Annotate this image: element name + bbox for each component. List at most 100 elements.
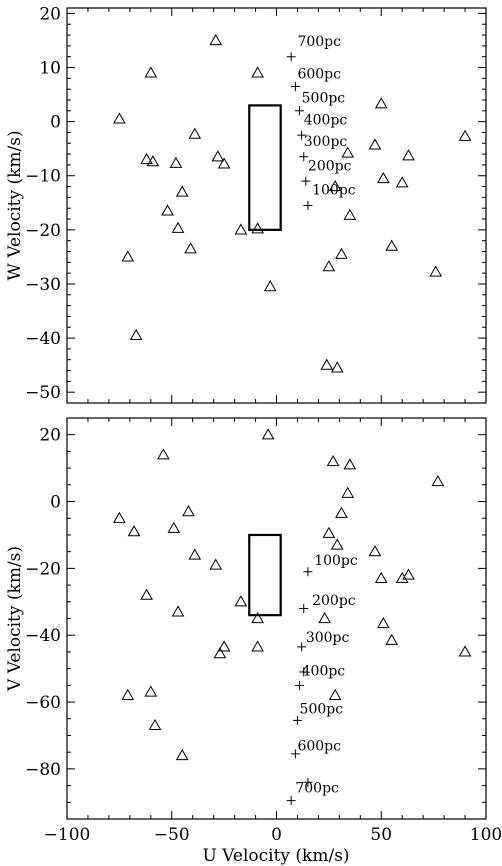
- v-panel-region-box: [248, 533, 282, 617]
- w-panel-y-tick-label: −30: [25, 275, 61, 295]
- v-panel-x-tick-label: −50: [154, 825, 190, 845]
- v-panel-triangle-point: [182, 505, 195, 517]
- w-panel-triangle-point: [209, 33, 223, 46]
- w-panel-distance-label: 500pc: [302, 91, 346, 107]
- x-axis-label: U Velocity (km/s): [202, 846, 349, 866]
- v-panel-triangle-point: [318, 611, 332, 624]
- w-panel-triangle-point: [251, 66, 265, 78]
- v-panel-triangle-point: [188, 548, 202, 560]
- v-panel-plus-point: [286, 796, 296, 806]
- w-panel-triangle-point: [385, 239, 399, 251]
- v-panel-triangle-point: [385, 633, 399, 645]
- w-panel-triangle-point: [144, 66, 158, 78]
- w-panel-triangle-point: [330, 361, 344, 373]
- v-panel-x-tick-label: 50: [370, 825, 392, 845]
- w-panel-triangle-point: [341, 146, 355, 158]
- v-panel-triangle-point: [251, 611, 265, 624]
- v-panel-y-tick-label: −40: [25, 626, 61, 646]
- w-panel-triangle-point: [429, 265, 443, 277]
- w-panel-distance-label: 100pc: [312, 183, 356, 199]
- w-panel-triangle-point: [251, 222, 265, 234]
- w-panel-distance-label: 400pc: [304, 112, 348, 128]
- w-panel-triangle-point: [188, 127, 202, 139]
- v-panel-triangle-point: [376, 617, 390, 629]
- v-panel-plus-point: [303, 777, 313, 787]
- w-panel-triangle-point: [169, 156, 183, 168]
- w-panel-triangle-point: [217, 157, 231, 169]
- w-panel-triangle-point: [175, 185, 189, 197]
- v-panel-triangle-point: [261, 428, 275, 440]
- v-panel-plus-point: [297, 642, 307, 652]
- w-panel-triangle-point: [234, 223, 248, 235]
- w-panel-triangle-point: [376, 171, 390, 184]
- w-velocity-panel: −50 −40 −30 −20 −10 0 10 20 W Velocity (km/s) 700…: [5, 4, 487, 404]
- v-panel-triangle-point: [341, 486, 355, 498]
- v-panel-distance-label: 600pc: [297, 738, 341, 754]
- v-panel-triangle-point: [144, 685, 158, 697]
- w-panel-y-tick-label: −10: [25, 167, 61, 187]
- v-panel-y-axis-label: V Velocity (km/s): [5, 546, 25, 692]
- v-panel-distance-label: 400pc: [302, 663, 346, 679]
- v-panel-plus-point: [303, 567, 313, 577]
- w-panel-triangle-point: [328, 180, 342, 192]
- v-panel-triangle-point: [395, 571, 409, 584]
- w-panel-triangle-point: [161, 204, 174, 216]
- v-panel-triangle-point: [209, 558, 223, 570]
- w-panel-triangle-point: [458, 129, 472, 141]
- v-panel-plus-point: [292, 715, 302, 725]
- v-panel-triangle-point: [330, 538, 344, 550]
- w-panel-plus-point: [301, 176, 311, 186]
- v-panel-y-tick-label: 0: [50, 493, 61, 513]
- w-panel-triangle-point: [343, 208, 357, 220]
- w-panel-triangle-point: [263, 280, 277, 292]
- v-panel-plus-point: [290, 749, 300, 759]
- w-panel-triangle-point: [368, 138, 382, 150]
- w-panel-triangle-point: [374, 97, 388, 109]
- v-panel-triangle-point: [458, 645, 472, 657]
- v-panel-plus-point: [299, 603, 309, 613]
- v-panel-triangle-point: [343, 458, 357, 470]
- v-panel-y-tick-label: −80: [25, 760, 61, 780]
- v-panel-y-tick-label: −20: [25, 559, 61, 579]
- v-panel-x-tick-label: 0: [271, 825, 282, 845]
- v-panel-x-tick-label: 100: [470, 825, 502, 845]
- v-panel-triangle-point: [113, 511, 126, 523]
- v-panel-triangle-point: [157, 448, 170, 460]
- v-panel-triangle-point: [175, 749, 189, 761]
- v-panel-triangle-point: [121, 688, 135, 700]
- v-panel-triangle-point: [335, 506, 348, 518]
- v-panel-y-tick-label: −60: [25, 693, 61, 713]
- v-panel-triangle-point: [167, 521, 181, 533]
- v-panel-plus-point: [299, 667, 309, 677]
- w-panel-y-axis-label: W Velocity (km/s): [5, 130, 25, 280]
- v-panel-triangle-point: [374, 571, 388, 584]
- w-panel-y-tick-label: 20: [39, 4, 61, 24]
- v-panel-triangle-point: [213, 647, 227, 659]
- w-panel-triangle-point: [171, 221, 185, 233]
- v-panel-triangle-point: [171, 605, 185, 617]
- v-panel-triangle-point: [402, 568, 415, 580]
- w-panel-plus-point: [295, 106, 305, 116]
- w-panel-triangle-point: [320, 358, 334, 370]
- w-panel-triangle-point: [129, 328, 143, 340]
- w-panel-triangle-point: [335, 247, 348, 259]
- w-panel-distance-label: 600pc: [297, 66, 341, 82]
- v-panel-distance-label: 100pc: [314, 553, 358, 569]
- w-panel-y-tick-label: 10: [39, 59, 61, 79]
- w-panel-triangle-point: [113, 112, 126, 124]
- w-panel-triangle-point: [402, 149, 415, 161]
- v-panel-triangle-point: [431, 474, 445, 487]
- w-panel-triangle-point: [121, 250, 135, 262]
- w-panel-triangle-point: [146, 155, 160, 167]
- w-panel-plus-point: [286, 52, 296, 62]
- v-panel-triangle-point: [368, 545, 382, 557]
- v-panel-triangle-point: [322, 526, 336, 538]
- w-panel-triangle-point: [322, 260, 336, 272]
- w-panel-triangle-point: [184, 242, 197, 254]
- v-panel-triangle-point: [127, 525, 141, 537]
- w-panel-distance-label: 200pc: [308, 158, 352, 174]
- v-panel-distance-label: 700pc: [295, 780, 339, 796]
- v-panel-x-tick-label: −100: [44, 825, 91, 845]
- w-panel-region-box: [248, 104, 282, 231]
